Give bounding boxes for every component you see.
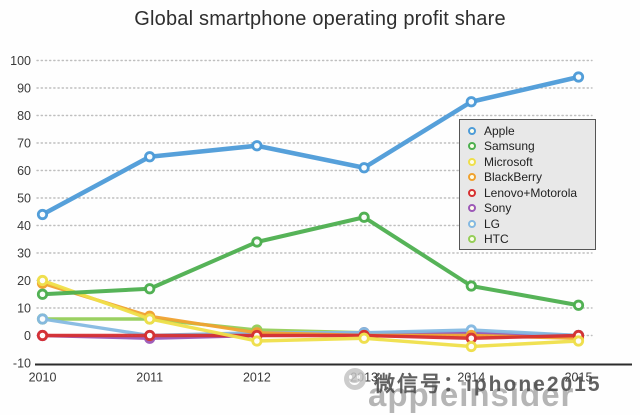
sony-series-marker-icon	[468, 204, 476, 213]
apple-line	[40, 74, 581, 217]
legend-label: Lenovo+Motorola	[484, 185, 578, 200]
microsoft-point	[36, 274, 49, 287]
legend-item-htc: HTC	[468, 232, 595, 248]
legend-label: BlackBerry	[484, 170, 543, 185]
legend-item-microsoft: Microsoft	[468, 154, 595, 170]
blackberry-series-marker-icon	[468, 173, 476, 182]
chart-title: Global smartphone operating profit share	[134, 8, 506, 30]
y-tick-label: 90	[17, 82, 31, 96]
htc-series-marker-icon	[468, 235, 476, 244]
y-tick-label: 40	[17, 219, 31, 233]
apple-point	[572, 71, 585, 83]
legend-label: Samsung	[484, 139, 535, 154]
apple-point	[465, 96, 477, 108]
microsoft-point	[358, 332, 370, 344]
microsoft-point	[465, 340, 477, 353]
x-tick-label: 2011	[136, 371, 163, 385]
y-tick-label: 30	[17, 247, 31, 261]
apple-point	[144, 151, 156, 163]
x-tick-label: 2012	[243, 371, 271, 385]
x-tick-label: 2013	[350, 371, 378, 385]
legend-label: Microsoft	[484, 154, 533, 169]
y-tick-label: 20	[17, 274, 31, 288]
y-tick-label: 10	[17, 302, 31, 316]
samsung-point	[465, 280, 477, 292]
legend-label: Sony	[484, 201, 512, 216]
legend-item-lenovo-motorola: Lenovo+Motorola	[468, 185, 595, 201]
legend-item-samsung: Samsung	[468, 139, 595, 155]
legend-item-blackberry: BlackBerry	[468, 170, 595, 186]
y-tick-label: 100	[10, 54, 31, 68]
lenovo+motorola-line	[40, 333, 581, 340]
legend-item-sony: Sony	[468, 201, 595, 217]
samsung-point	[358, 211, 370, 223]
samsung-line	[40, 215, 581, 308]
lenovo+motorola-point	[144, 329, 156, 342]
x-tick-label: 2014	[457, 371, 485, 385]
y-tick-label: -10	[13, 357, 31, 371]
legend-label: Apple	[484, 123, 515, 138]
microsoft-point	[251, 335, 263, 347]
y-tick-label: 70	[17, 137, 31, 151]
legend-item-apple: Apple	[468, 123, 595, 139]
apple-point	[251, 140, 263, 152]
lenovo+motorola-point	[36, 329, 49, 342]
legend-item-lg: LG	[468, 216, 595, 232]
samsung-series-marker-icon	[468, 142, 476, 151]
samsung-point	[36, 288, 49, 300]
samsung-point	[251, 236, 263, 248]
samsung-point	[572, 299, 585, 311]
x-tick-label: 2010	[29, 371, 57, 385]
microsoft-point	[144, 313, 156, 325]
microsoft-point	[572, 335, 585, 347]
x-tick-label: 2015	[565, 371, 593, 385]
y-tick-label: 50	[17, 192, 31, 206]
y-tick-label: 60	[17, 164, 31, 178]
y-tick-label: 80	[17, 109, 31, 123]
y-tick-label: 0	[24, 329, 31, 343]
samsung-point	[144, 283, 156, 295]
chart-legend: Apple Samsung Microsoft BlackBerry Lenov…	[459, 119, 596, 250]
microsoft-series-marker-icon	[468, 157, 476, 166]
apple-series-marker-icon	[468, 126, 476, 135]
legend-label: HTC	[484, 232, 509, 247]
microsoft-line	[40, 278, 581, 349]
apple-point	[36, 208, 49, 221]
legend-label: LG	[484, 216, 501, 231]
apple-point	[358, 162, 370, 174]
lg-point	[36, 313, 49, 325]
lenovo-motorola-series-marker-icon	[468, 188, 476, 197]
lg-series-marker-icon	[468, 219, 476, 228]
